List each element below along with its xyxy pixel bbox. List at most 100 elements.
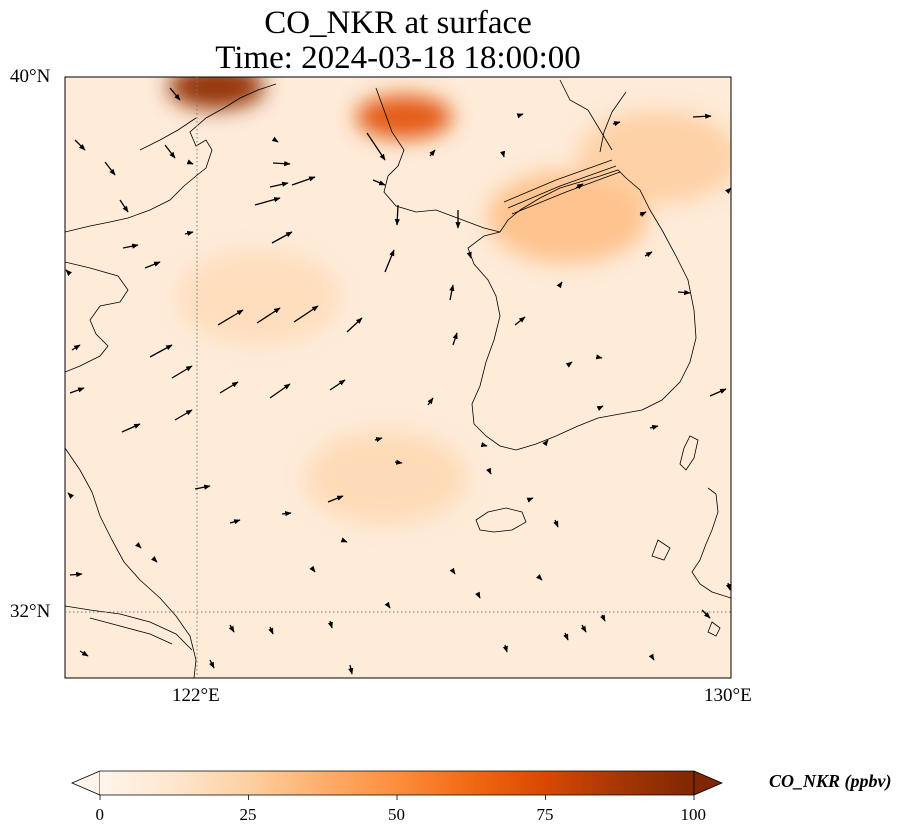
wind-arrow	[329, 379, 346, 391]
jiangsu-coastline	[65, 447, 197, 678]
wind-arrow	[701, 609, 711, 619]
wind-arrow	[575, 183, 584, 190]
wind-arrow	[79, 650, 89, 657]
wind-arrow	[427, 397, 434, 406]
wind-arrow	[174, 409, 193, 421]
concentration-plume-2	[356, 95, 453, 140]
colorbar-tick-label: 100	[680, 805, 707, 824]
wind-arrow	[429, 149, 436, 157]
wind-arrow	[65, 269, 72, 276]
wind-arrow	[580, 624, 587, 633]
wind-arrow	[639, 211, 647, 217]
wind-arrow	[500, 150, 506, 158]
wind-arrow	[309, 565, 316, 573]
lon-tick-122e: 122°E	[172, 685, 220, 706]
wind-arrow	[184, 230, 194, 236]
wind-arrow	[725, 582, 731, 591]
wind-vectors	[65, 87, 731, 675]
wind-arrow	[475, 591, 481, 599]
wind-arrow	[256, 307, 281, 324]
wind-arrow	[466, 251, 472, 259]
wind-arrow	[217, 309, 244, 326]
wind-arrow	[563, 632, 569, 641]
wind-arrow	[536, 574, 543, 581]
tsushima-island	[679, 435, 699, 471]
bohai-coast	[139, 117, 197, 151]
wind-arrow	[374, 437, 383, 443]
wind-arrow	[209, 659, 215, 669]
wind-arrow	[596, 405, 604, 411]
wind-arrow	[69, 387, 85, 394]
goto-islands	[651, 539, 671, 561]
colorbar-extend-min	[70, 770, 101, 796]
small-island	[707, 621, 721, 637]
concentration-plumes	[168, 77, 731, 524]
wind-arrow	[649, 424, 659, 430]
wind-arrow	[595, 354, 603, 360]
wind-arrow	[219, 381, 239, 394]
wind-arrow	[151, 556, 158, 563]
wind-arrow	[449, 284, 455, 301]
china-coastline-north	[65, 83, 277, 233]
wind-arrow	[692, 113, 712, 119]
wind-arrow	[67, 492, 74, 499]
wind-arrow	[612, 121, 621, 127]
wind-arrow	[553, 519, 559, 528]
wind-arrow	[254, 197, 281, 206]
colorbar-extend-max	[693, 770, 724, 796]
wind-arrow	[74, 139, 86, 151]
wind-arrow	[135, 542, 142, 549]
dmz-line-c	[503, 159, 613, 203]
wind-arrow	[293, 305, 319, 323]
map-frame	[64, 76, 732, 679]
wind-arrow	[394, 459, 403, 465]
wind-arrow	[449, 567, 456, 575]
wind-arrow	[269, 181, 289, 188]
wind-arrow	[346, 317, 363, 333]
concentration-plume-4	[578, 111, 731, 204]
lat-tick-40n: 40°N	[10, 66, 51, 87]
map-title: CO_NKR at surface	[264, 5, 532, 41]
wind-arrow	[149, 344, 173, 358]
concentration-plume-1	[168, 77, 265, 110]
map-time-subtitle: Time: 2024-03-18 18:00:00	[215, 40, 581, 76]
wind-arrow	[648, 653, 655, 661]
wind-arrow	[372, 179, 386, 186]
colorbar-tick-label: 0	[95, 805, 105, 824]
lat-tick-32n: 32°N	[10, 601, 51, 622]
kyushu-coastline	[691, 487, 731, 599]
yangtze-estuary	[65, 605, 193, 651]
wind-arrow	[169, 87, 181, 101]
dmz-line-a	[507, 165, 617, 209]
colorbar-label: CO_NKR (ppbv)	[769, 771, 892, 791]
wind-arrow	[514, 316, 526, 326]
korean-peninsula-coastline	[467, 169, 697, 451]
wind-arrow	[384, 249, 395, 273]
wind-arrow	[228, 624, 235, 633]
wind-arrow	[526, 497, 534, 503]
wind-arrow	[269, 383, 291, 399]
wind-arrow	[164, 144, 176, 159]
north-korea-interior	[559, 79, 613, 151]
wind-arrow	[394, 204, 400, 226]
wind-arrow	[486, 467, 492, 475]
wind-arrow	[502, 644, 508, 653]
wind-arrow	[600, 614, 606, 622]
concentration-plume-6	[305, 431, 466, 524]
wind-arrow	[542, 439, 549, 447]
colorbar-tick-label: 25	[239, 805, 257, 824]
coastlines	[65, 79, 731, 678]
wind-arrow	[121, 423, 141, 433]
wind-arrow	[271, 136, 279, 143]
wind-arrow	[556, 281, 563, 289]
wind-arrow	[327, 495, 344, 503]
wind-arrow	[565, 361, 573, 368]
jeju-island	[475, 507, 527, 533]
wind-arrow	[271, 231, 293, 244]
wind-arrow	[186, 159, 194, 165]
wind-arrow	[104, 161, 116, 176]
colorbar-gradient	[100, 771, 694, 795]
dmz-line-b	[511, 171, 621, 215]
concentration-plume-3	[487, 171, 648, 264]
wind-arrow	[384, 601, 391, 609]
